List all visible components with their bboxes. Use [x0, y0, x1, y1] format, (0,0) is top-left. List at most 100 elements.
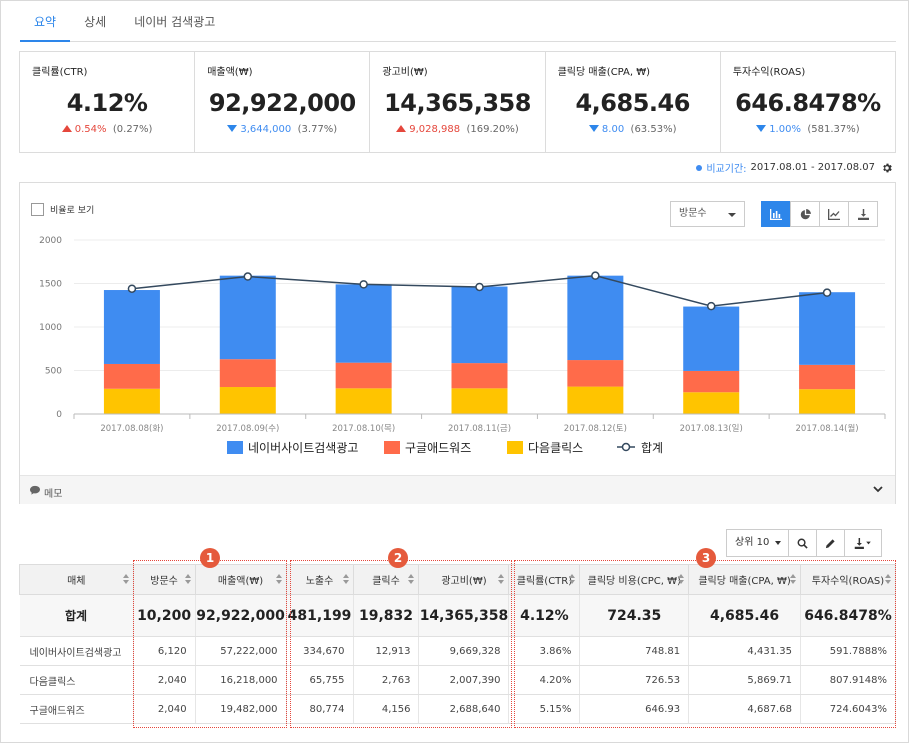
legend-label: 다음클릭스	[528, 441, 583, 455]
legend-swatch	[227, 441, 243, 454]
bar-segment	[451, 363, 508, 389]
column-header[interactable]: 광고비(₩)	[418, 564, 510, 595]
sort-icon[interactable]	[885, 574, 891, 584]
media-name-cell: 다음클릭스	[19, 665, 134, 695]
legend-label: 합계	[641, 441, 663, 455]
column-header[interactable]: 매체	[19, 564, 134, 595]
arrow-up-icon	[396, 125, 407, 132]
table-toolbar: 상위 10	[726, 529, 882, 557]
column-header[interactable]: 노출수	[285, 564, 354, 595]
bar-segment	[683, 306, 740, 371]
table-cell: 334,670	[286, 636, 354, 666]
column-header[interactable]: 클릭당 매출(CPA, ₩)	[688, 564, 801, 595]
bar-segment	[451, 388, 508, 414]
table-cell: 65,755	[286, 665, 354, 695]
kpi-change-amount: 8.00	[601, 124, 625, 135]
bar-segment	[683, 370, 740, 393]
ratio-toggle[interactable]: 비율로 보기	[31, 203, 94, 216]
table-row: 구글애드워즈 2,040 19,482,000 80,774 4,156 2,688,64…	[19, 694, 897, 724]
column-header[interactable]: 투자수익(ROAS)	[799, 564, 897, 595]
sort-icon[interactable]	[275, 574, 282, 584]
table-cell: 3.86%	[508, 636, 581, 666]
sort-icon[interactable]	[342, 574, 349, 584]
column-header[interactable]: 클릭수	[352, 564, 420, 595]
sort-icon[interactable]	[408, 574, 415, 584]
chart-panel: 비율로 보기 방문수 0 500 1000 1500 2000 2017.08.08(화…	[19, 182, 896, 504]
table-cell: 80,774	[286, 694, 354, 724]
sort-icon[interactable]	[122, 574, 129, 584]
bar-segment	[799, 364, 856, 390]
bar-segment	[451, 286, 508, 364]
kpi-change: 0.54% (0.27%)	[20, 124, 194, 135]
column-header-label: 클릭당 비용(CPC, ₩)	[587, 576, 681, 587]
table-cell: 16,218,000	[195, 665, 287, 695]
compare-range: 2017.08.01 - 2017.08.07	[750, 162, 875, 173]
sort-icon[interactable]	[498, 574, 505, 584]
download-menu-button[interactable]	[844, 529, 882, 557]
sort-icon[interactable]	[678, 574, 685, 584]
x-tick-label: 2017.08.11(금)	[448, 424, 511, 434]
table-total-row: 합계 10,200 92,922,000 481,199 19,832 14,365,35…	[19, 594, 897, 637]
table-cell: 4.12%	[508, 594, 581, 637]
tab-summary[interactable]: 요약	[20, 0, 71, 42]
kpi-change-pct: (3.77%)	[297, 124, 338, 135]
pie-chart-icon	[800, 208, 811, 219]
table-row: 다음클릭스 2,040 16,218,000 65,755 2,763 2,007,390…	[19, 665, 897, 695]
bar-segment	[103, 388, 160, 414]
search-button[interactable]	[788, 529, 817, 557]
kpi-card-ctr: 클릭률(CTR) 4.12% 0.54% (0.27%)	[20, 52, 196, 152]
kpi-label: 광고비(₩)	[382, 67, 428, 78]
download-icon	[857, 208, 869, 220]
bar-segment	[335, 388, 392, 414]
sort-icon[interactable]	[569, 574, 576, 584]
line-chart-button[interactable]	[819, 201, 849, 227]
kpi-change: 9,028,988 (169.20%)	[370, 124, 544, 135]
kpi-label: 매출액(₩)	[207, 67, 253, 78]
column-header[interactable]: 방문수	[132, 564, 196, 595]
kpi-change-pct: (581.37%)	[807, 124, 860, 135]
sort-icon[interactable]	[184, 574, 191, 584]
table-cell: 591.7888%	[800, 636, 897, 666]
kpi-value: 4.12%	[66, 89, 148, 117]
top-n-select[interactable]: 상위 10	[726, 529, 789, 557]
table-cell: 6,120	[133, 636, 196, 666]
bar-segment	[219, 275, 276, 360]
column-header-label: 클릭수	[372, 576, 400, 587]
table-cell: 726.53	[579, 665, 690, 695]
table-cell: 724.35	[579, 594, 690, 637]
metric-select[interactable]: 방문수	[670, 201, 745, 227]
x-tick-label: 2017.08.13(일)	[680, 424, 743, 434]
pie-chart-button[interactable]	[790, 201, 820, 227]
table-cell: 10,200	[133, 594, 196, 637]
sort-icon[interactable]	[789, 574, 796, 584]
tab-naver-search-ads[interactable]: 네이버 검색광고	[134, 15, 216, 29]
bar-segment	[219, 359, 276, 388]
caret-down-icon	[775, 541, 781, 545]
y-tick-label: 1000	[39, 323, 62, 333]
column-header-label: 매체	[67, 576, 86, 587]
top-n-value: 상위 10	[735, 537, 770, 548]
media-table: 매체 방문수 매출액(₩) 노출수 클릭수 광고비(₩) 클릭률(CTR) 클릭당 비용(CP…	[19, 564, 897, 724]
legend-point-swatch	[621, 442, 631, 452]
tab-detail[interactable]: 상세	[84, 15, 107, 29]
column-header[interactable]: 클릭률(CTR)	[508, 564, 581, 595]
kpi-change-amount: 3,644,000	[240, 124, 292, 135]
ratio-checkbox[interactable]	[31, 203, 44, 216]
compare-label: 비교기간:	[706, 164, 747, 175]
arrow-down-icon	[756, 125, 767, 132]
table-cell: 2,007,390	[418, 665, 510, 695]
bar-segment	[567, 360, 624, 387]
download-chart-button[interactable]	[848, 201, 878, 227]
memo-label: 메모	[44, 489, 63, 500]
kpi-card-cpa: 클릭당 매출(CPA, ₩) 4,685.46 8.00 (63.53%)	[546, 52, 721, 152]
column-header-label: 광고비(₩)	[441, 576, 487, 587]
arrow-up-icon	[61, 125, 72, 132]
memo-bar[interactable]: 메모	[20, 475, 895, 504]
gear-icon[interactable]	[881, 162, 893, 174]
kpi-change: 3,644,000 (3.77%)	[195, 124, 369, 135]
column-header-label: 방문수	[150, 576, 178, 587]
column-header[interactable]: 매출액(₩)	[194, 564, 287, 595]
chevron-down-icon[interactable]	[873, 485, 883, 493]
column-header[interactable]: 클릭당 비용(CPC, ₩)	[579, 564, 690, 595]
edit-button[interactable]	[816, 529, 845, 557]
